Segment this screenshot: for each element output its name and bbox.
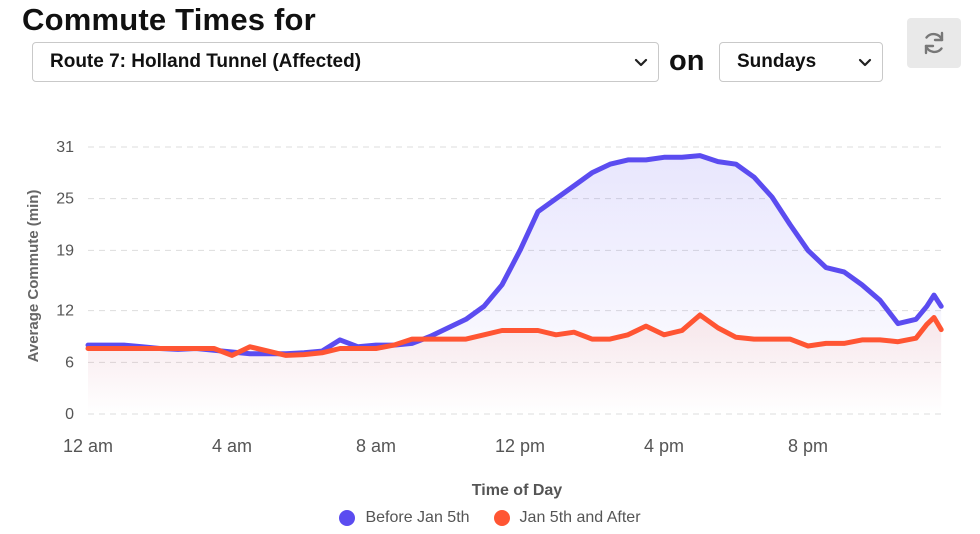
legend-item-before[interactable]: Before Jan 5th [339, 509, 470, 527]
route-select-value: Route 7: Holland Tunnel (Affected) [50, 51, 362, 72]
legend: Before Jan 5th Jan 5th and After [0, 509, 980, 527]
y-tick-label: 25 [56, 191, 74, 208]
refresh-button[interactable] [907, 18, 961, 68]
chevron-down-icon [858, 58, 872, 67]
day-select-value: Sundays [737, 51, 817, 72]
x-tick-label: 12 pm [495, 436, 545, 456]
x-axis-title: Time of Day [471, 482, 563, 499]
x-tick-label: 12 am [63, 436, 113, 456]
series-line-after[interactable] [85, 312, 944, 358]
x-tick-label: 8 am [356, 436, 396, 456]
route-select[interactable]: Route 7: Holland Tunnel (Affected) [32, 42, 659, 82]
legend-label-after: Jan 5th and After [519, 509, 641, 526]
y-tick-label: 6 [65, 354, 74, 371]
y-tick-label: 12 [56, 303, 74, 320]
day-select[interactable]: Sundays [719, 42, 883, 82]
x-tick-label: 8 pm [788, 436, 828, 456]
legend-label-before: Before Jan 5th [365, 509, 470, 526]
refresh-icon [924, 31, 944, 55]
legend-item-after[interactable]: Jan 5th and After [493, 509, 641, 527]
y-tick-label: 0 [65, 406, 74, 423]
y-tick-label: 31 [56, 139, 74, 156]
x-tick-label: 4 pm [644, 436, 684, 456]
legend-swatch-before [339, 510, 356, 526]
x-tick-label: 4 am [212, 436, 252, 456]
legend-swatch-after [493, 510, 510, 526]
page-title: Commute Times for [22, 2, 316, 37]
y-axis-title: Average Commute (min) [25, 190, 42, 363]
series-area-after [88, 315, 942, 414]
y-tick-label: 19 [56, 242, 74, 259]
chevron-down-icon [634, 58, 648, 67]
on-label: on [669, 45, 705, 77]
